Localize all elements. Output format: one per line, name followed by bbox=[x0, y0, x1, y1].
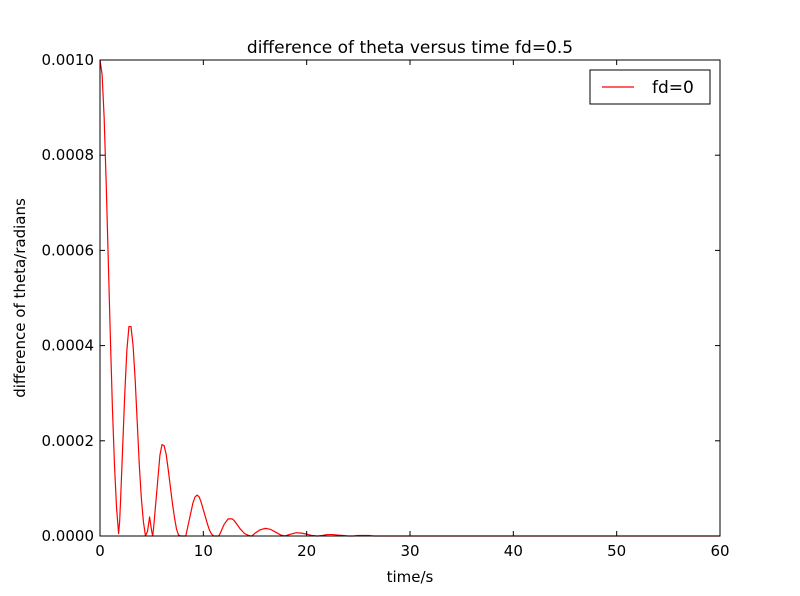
y-tick-label: 0.0000 bbox=[42, 527, 95, 545]
x-tick-label: 10 bbox=[194, 542, 213, 560]
x-axis-label: time/s bbox=[387, 568, 434, 586]
x-tick-label: 40 bbox=[504, 542, 523, 560]
y-tick-label: 0.0004 bbox=[42, 337, 95, 355]
x-tick-label: 20 bbox=[297, 542, 316, 560]
y-tick-label: 0.0006 bbox=[42, 241, 95, 259]
legend-entry-label: fd=0 bbox=[652, 78, 694, 98]
x-tick-label: 0 bbox=[95, 542, 105, 560]
x-tick-label: 30 bbox=[400, 542, 419, 560]
y-tick-label: 0.0008 bbox=[42, 146, 95, 164]
x-axis-ticks: 0 10 20 30 40 50 60 bbox=[95, 60, 730, 560]
x-tick-label: 60 bbox=[710, 542, 729, 560]
legend: fd=0 bbox=[589, 69, 711, 105]
y-axis-label: difference of theta/radians bbox=[11, 198, 29, 398]
x-tick-label: 50 bbox=[607, 542, 626, 560]
y-tick-label: 0.0010 bbox=[42, 51, 95, 69]
y-axis-ticks: 0.0000 0.0002 0.0004 0.0006 0.0008 0.0010 bbox=[42, 51, 720, 545]
chart-title: difference of theta versus time fd=0.5 bbox=[247, 38, 573, 58]
y-tick-label: 0.0002 bbox=[42, 432, 95, 450]
